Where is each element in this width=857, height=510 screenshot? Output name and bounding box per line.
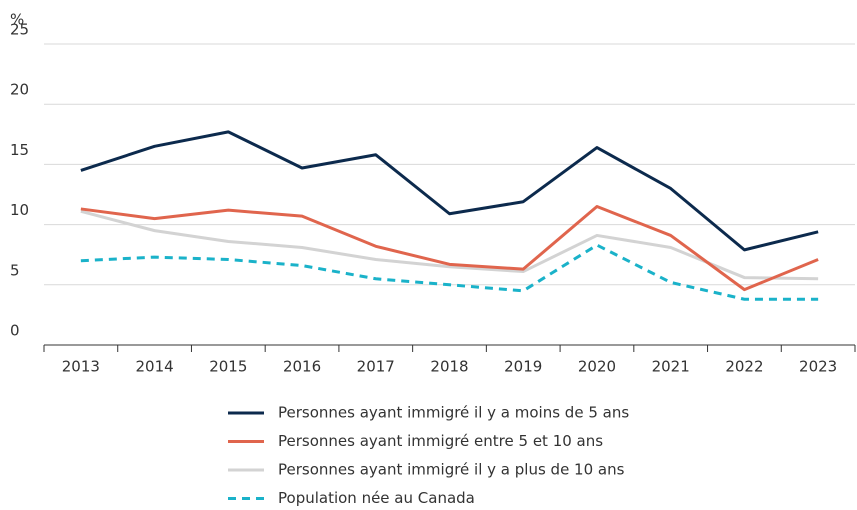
x-tick-label: 2020 xyxy=(578,358,616,376)
x-tick-label: 2015 xyxy=(209,358,247,376)
legend-label: Population née au Canada xyxy=(278,489,475,507)
x-tick-label: 2018 xyxy=(430,358,468,376)
y-tick-label: 5 xyxy=(10,261,20,279)
legend-label: Personnes ayant immigré entre 5 et 10 an… xyxy=(278,432,603,450)
y-axis-label: % xyxy=(10,11,24,29)
x-tick-label: 2019 xyxy=(504,358,542,376)
x-tick-label: 2013 xyxy=(62,358,100,376)
y-tick-label: 25 xyxy=(10,21,29,39)
data-line xyxy=(80,130,819,252)
legend-label: Personnes ayant immigré il y a plus de 1… xyxy=(278,461,625,479)
y-tick-label: 15 xyxy=(10,141,29,159)
x-tick-label: 2023 xyxy=(799,358,837,376)
data-line xyxy=(80,209,819,281)
data-line xyxy=(80,205,819,292)
data-line xyxy=(80,243,819,301)
x-tick-label: 2017 xyxy=(357,358,395,376)
x-tick-label: 2016 xyxy=(283,358,321,376)
y-tick-label: 0 xyxy=(10,322,20,340)
y-tick-label: 20 xyxy=(10,81,29,99)
x-tick-label: 2014 xyxy=(135,358,173,376)
x-tick-label: 2021 xyxy=(652,358,690,376)
y-tick-label: 10 xyxy=(10,201,29,219)
x-tick-label: 2022 xyxy=(725,358,763,376)
legend-label: Personnes ayant immigré il y a moins de … xyxy=(278,404,629,422)
